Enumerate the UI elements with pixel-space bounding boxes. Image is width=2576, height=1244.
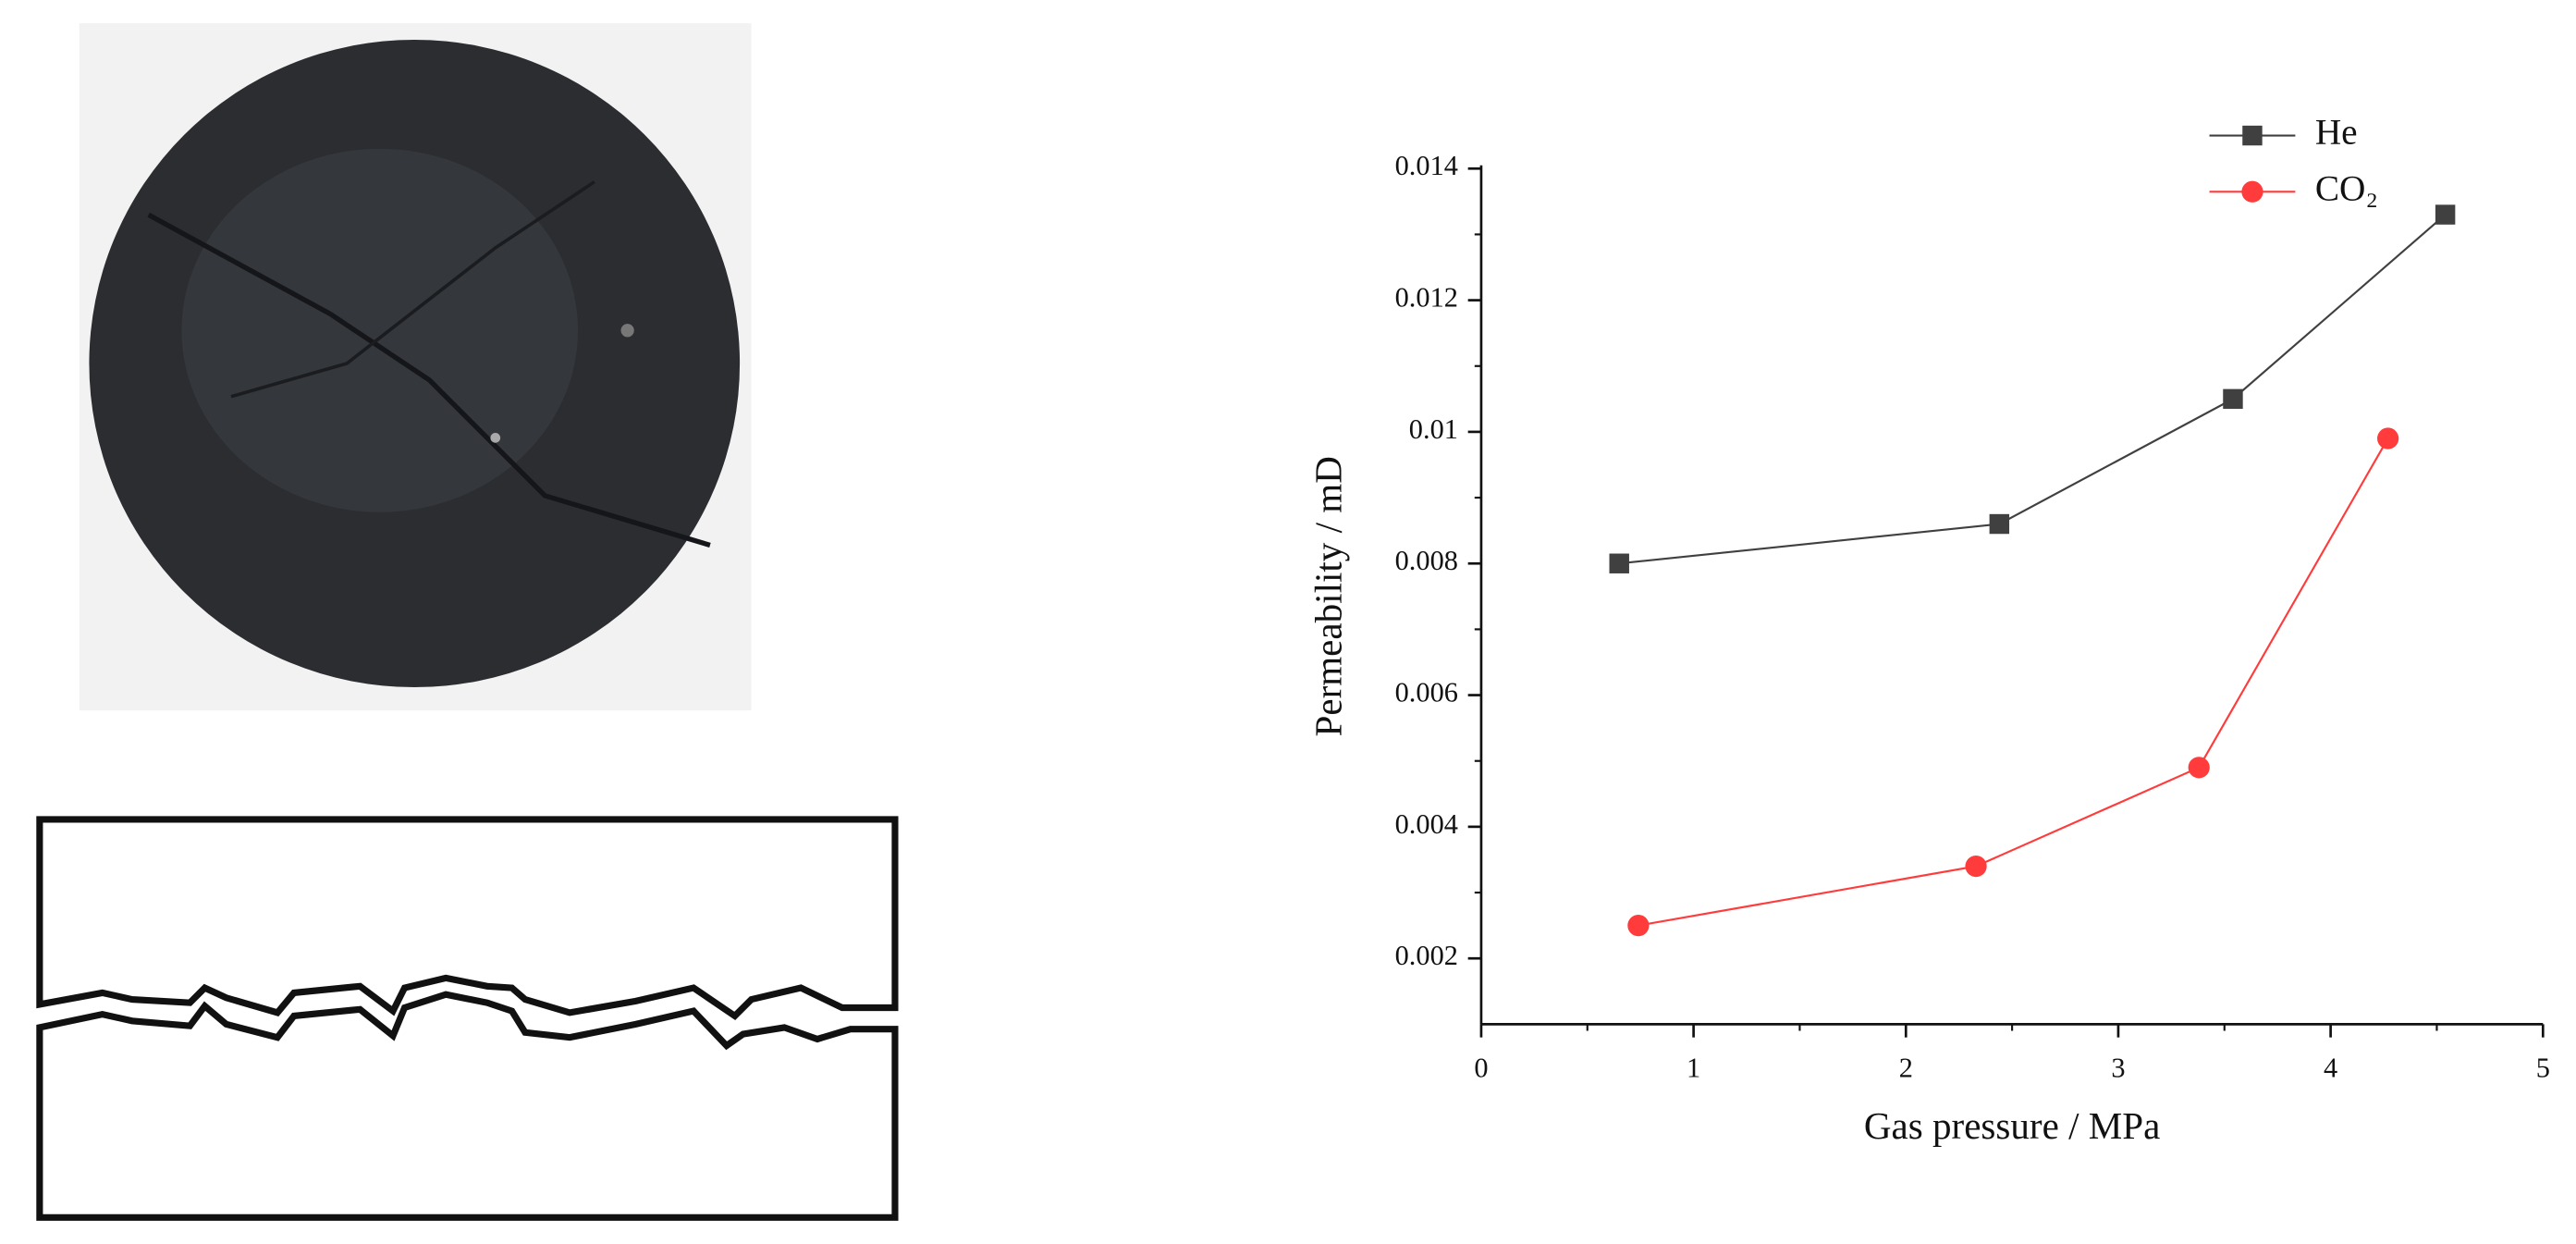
- data-marker: [2223, 388, 2243, 410]
- data-marker: [1609, 553, 1629, 573]
- data-marker: [2435, 204, 2456, 225]
- data-marker: [2377, 427, 2399, 450]
- y-tick-label: 0.012: [1395, 282, 1458, 314]
- series-line: [1638, 437, 2389, 927]
- x-tick-label: 3: [2111, 1052, 2125, 1083]
- data-marker: [2241, 180, 2263, 203]
- data-marker: [1627, 915, 1650, 937]
- fracture-diagram: [36, 816, 899, 1221]
- y-tick-label: 0.01: [1409, 413, 1458, 445]
- legend-label: He: [2315, 113, 2358, 153]
- y-tick-label: 0.006: [1395, 677, 1458, 708]
- data-marker: [2188, 757, 2210, 779]
- sample-photo: [79, 23, 752, 711]
- x-axis-title: Gas pressure / MPa: [1864, 1104, 2160, 1147]
- x-tick-label: 1: [1687, 1052, 1700, 1083]
- x-tick-label: 5: [2536, 1052, 2550, 1083]
- data-marker: [1989, 513, 2010, 535]
- y-tick-label: 0.008: [1395, 545, 1458, 576]
- y-tick-label: 0.004: [1395, 808, 1458, 840]
- legend-label: CO₂: [2315, 168, 2378, 208]
- series-line: [1619, 214, 2447, 565]
- data-marker: [2242, 125, 2263, 146]
- x-tick-label: 0: [1474, 1052, 1488, 1083]
- y-axis-title: Permeability / mD: [1307, 456, 1350, 736]
- x-tick-label: 4: [2324, 1052, 2337, 1083]
- y-tick-label: 0.002: [1395, 940, 1458, 971]
- x-tick-label: 2: [1899, 1052, 1913, 1083]
- data-marker: [1965, 855, 1987, 878]
- y-tick-label: 0.014: [1395, 150, 1458, 181]
